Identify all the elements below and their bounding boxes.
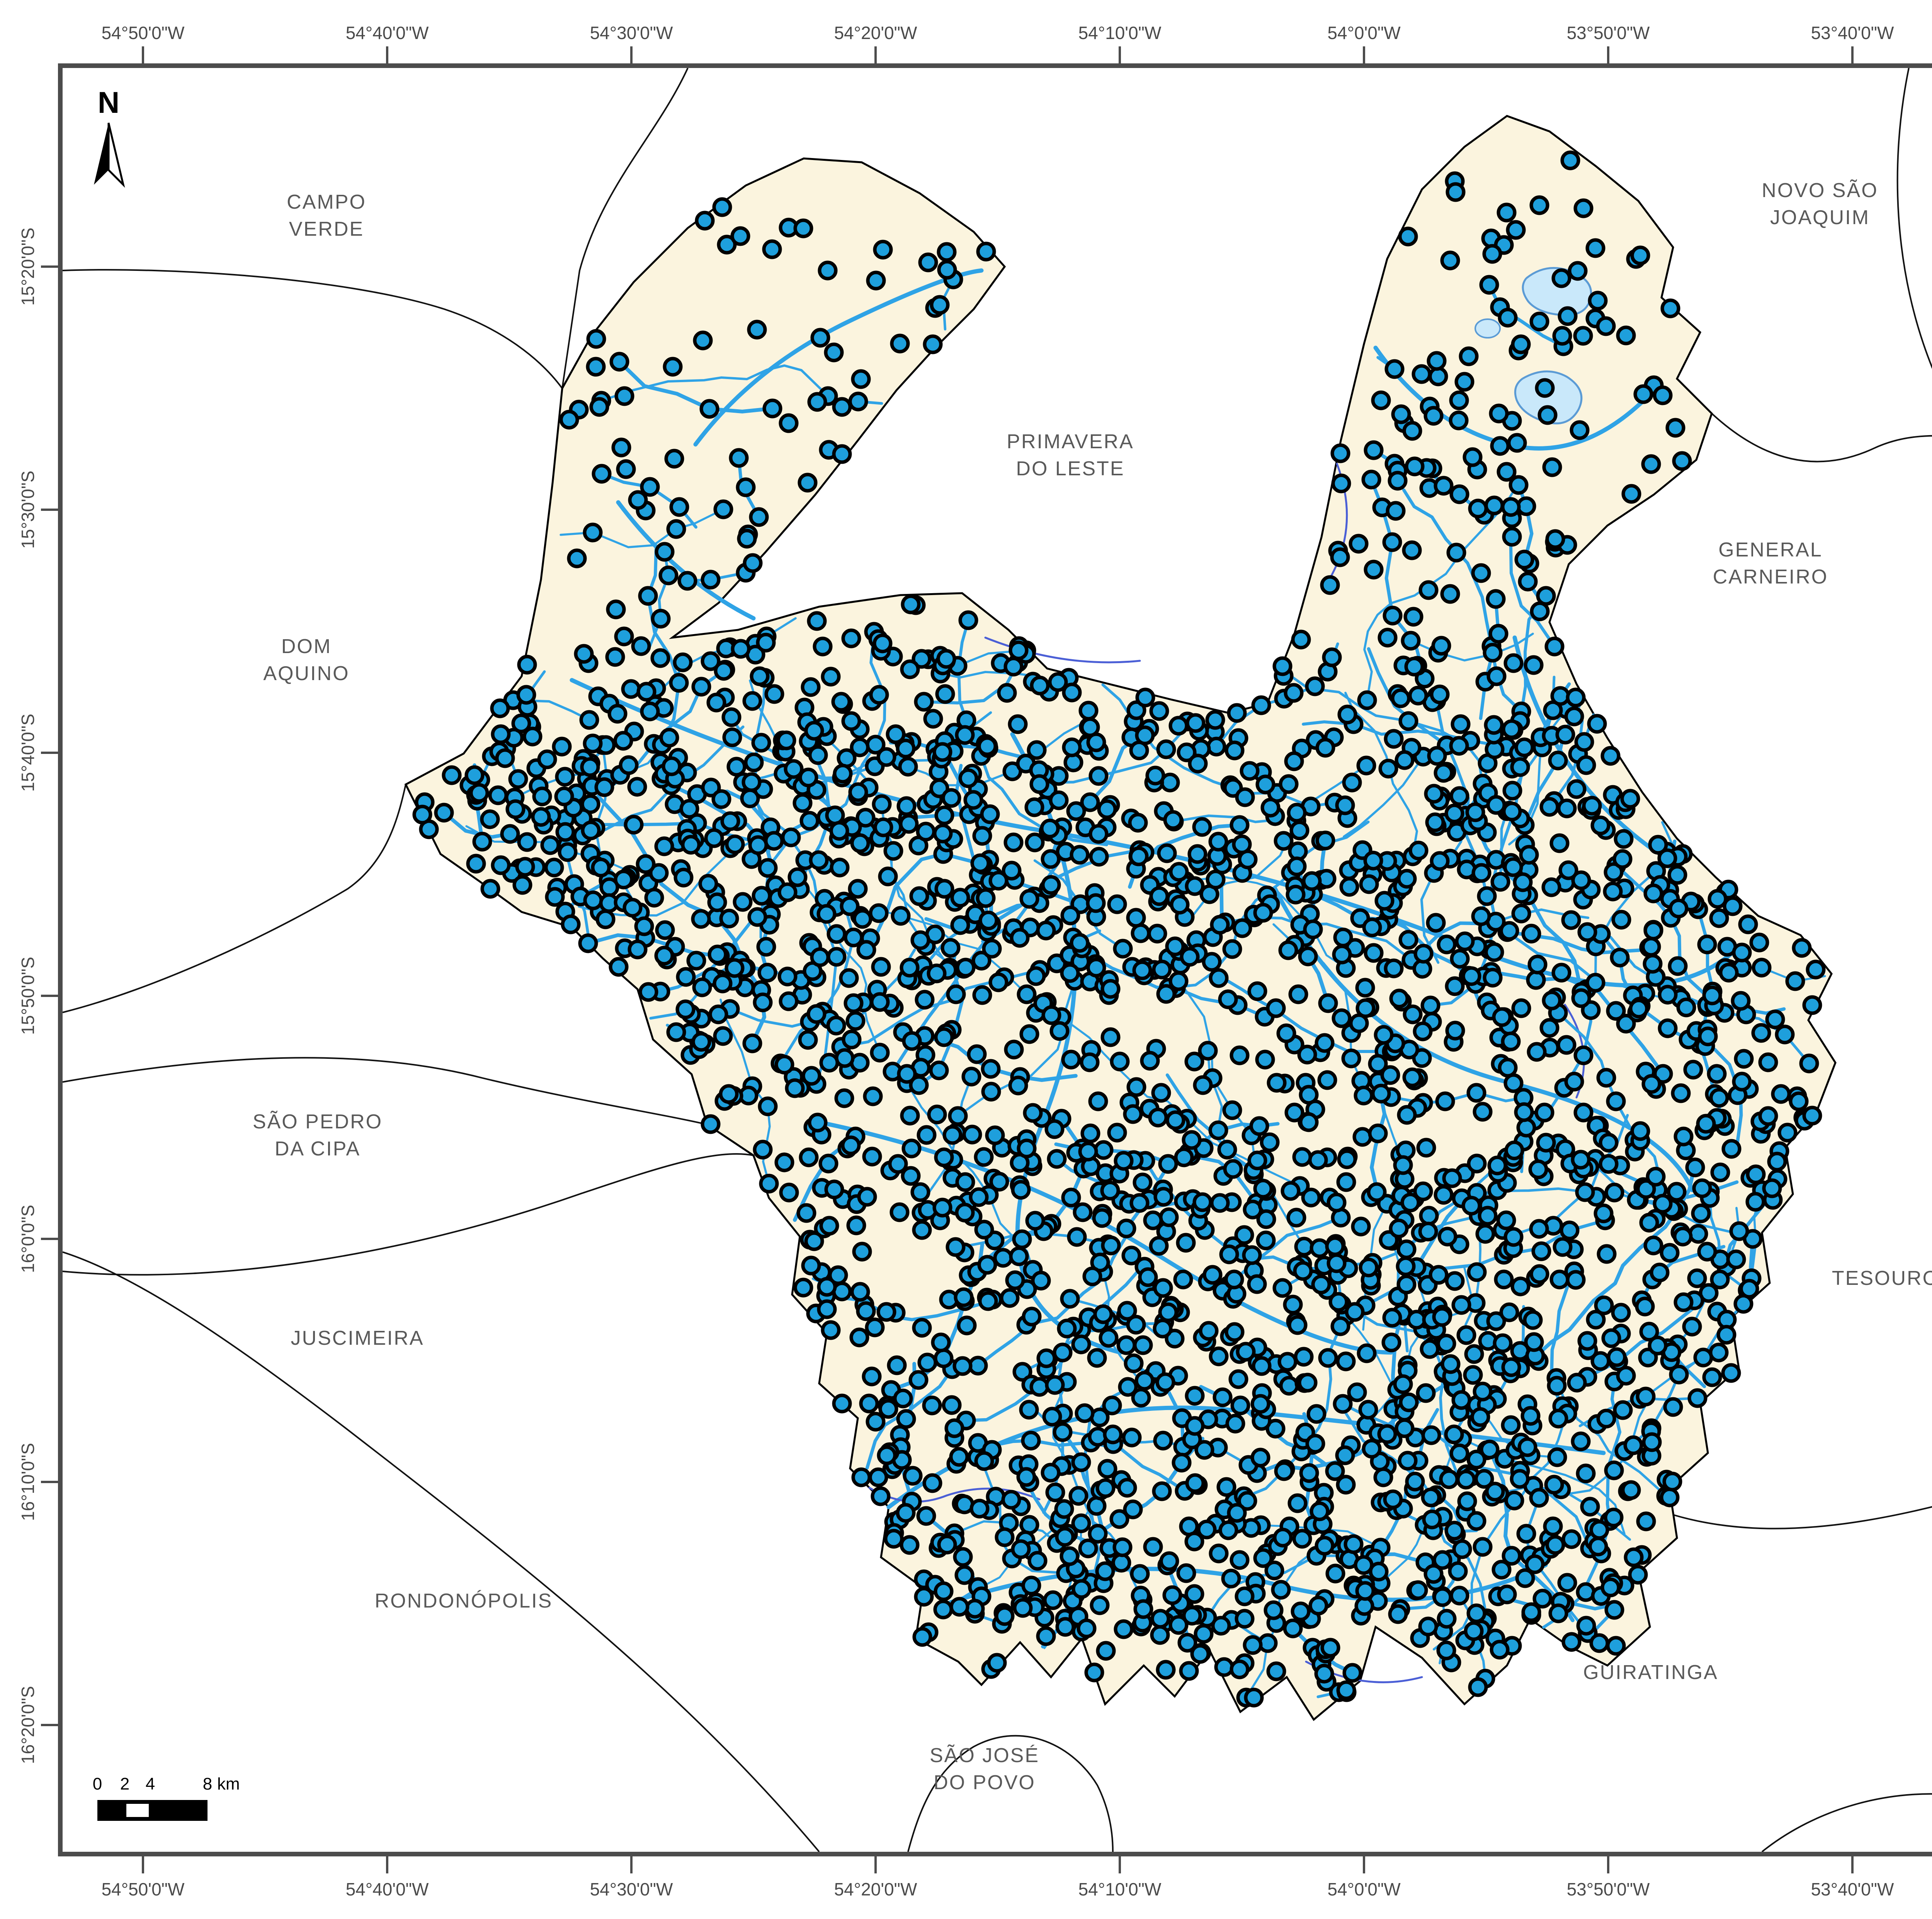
lat-tick [41, 1724, 58, 1726]
north-arrow: N [94, 85, 125, 188]
neighbor-label: DOM AQUINO [263, 635, 349, 685]
lon-tick [874, 1856, 877, 1873]
lon-label: 54°10'0"W [1078, 23, 1162, 43]
map-frame: CAMPO VERDE NOVO SÃO JOAQUIM PRIMAVERA DO LES… [58, 63, 1932, 1856]
lat-tick [41, 509, 58, 511]
lon-tick [1119, 1856, 1121, 1873]
lon-label: 53°50'0"W [1566, 1879, 1650, 1899]
scale-bar-tick-label: 8 [202, 1774, 213, 1793]
lon-tick [1607, 1856, 1609, 1873]
lat-label: 15°40'0"S [18, 713, 38, 792]
scale-bar-unit: km [217, 1774, 240, 1793]
lon-label: 54°40'0"W [345, 23, 429, 43]
lat-tick [41, 1238, 58, 1240]
neighbor-label: CAMPO VERDE [287, 191, 366, 240]
lon-label: 53°40'0"W [1811, 1879, 1894, 1899]
lon-tick [630, 1856, 633, 1873]
lat-label: 15°30'0"S [18, 470, 38, 549]
lon-tick [142, 1856, 144, 1873]
lon-tick [1607, 46, 1609, 63]
neighbor-label: RONDONÓPOLIS [375, 1590, 553, 1612]
lon-tick [1851, 46, 1854, 63]
lon-tick [1851, 1856, 1854, 1873]
scale-bar-tick-label: 2 [120, 1774, 130, 1793]
neighbor-label: PRIMAVERA DO LESTE [1007, 430, 1134, 480]
lat-label: 16°20'0"S [18, 1686, 38, 1764]
lon-label: 53°40'0"W [1811, 23, 1894, 43]
lat-tick [41, 1481, 58, 1483]
neighbor-label: GENERAL CARNEIRO [1713, 539, 1828, 588]
neighbor-boundaries-layer [63, 68, 1932, 1852]
lon-label: 54°20'0"W [834, 23, 917, 43]
lon-tick [142, 46, 144, 63]
lon-tick [1363, 46, 1365, 63]
lon-label: 53°50'0"W [1566, 23, 1650, 43]
nascentes-layer [412, 150, 1826, 1708]
lon-tick [630, 46, 633, 63]
lat-label: 16°10'0"S [18, 1443, 38, 1521]
lon-label: 54°40'0"W [345, 1879, 429, 1899]
lon-tick [1363, 1856, 1365, 1873]
lat-label: 15°20'0"S [18, 227, 38, 306]
svg-text:N: N [98, 85, 119, 119]
neighbor-label: GUIRATINGA [1583, 1661, 1718, 1684]
lon-label: 54°10'0"W [1078, 1879, 1162, 1899]
map-canvas: CAMPO VERDE NOVO SÃO JOAQUIM PRIMAVERA DO LES… [63, 68, 1932, 1852]
lon-tick [386, 1856, 388, 1873]
neighbor-label: NOVO SÃO JOAQUIM [1762, 179, 1878, 229]
lon-tick [386, 46, 388, 63]
lon-label: 54°0'0"W [1327, 1879, 1401, 1899]
lon-label: 54°30'0"W [590, 23, 673, 43]
lat-label: 15°50'0"S [18, 956, 38, 1035]
neighbor-label: JUSCIMEIRA [291, 1327, 424, 1349]
lon-tick [874, 46, 877, 63]
neighbor-label: TESOURO [1832, 1267, 1932, 1290]
lat-label: 16°0'0"S [18, 1204, 38, 1273]
lat-tick [41, 995, 58, 997]
lat-tick [41, 265, 58, 268]
lon-label: 54°50'0"W [101, 23, 185, 43]
lon-label: 54°20'0"W [834, 1879, 917, 1899]
neighbor-label: SÃO PEDRO DA CIPA [253, 1111, 383, 1160]
scale-bar-tick-label: 4 [145, 1774, 155, 1793]
lon-tick [1119, 46, 1121, 63]
neighbor-labels-layer: CAMPO VERDE NOVO SÃO JOAQUIM PRIMAVERA DO LES… [253, 179, 1932, 1794]
neighbor-label: SÃO JOSÉ DO POVO [930, 1744, 1039, 1794]
lon-label: 54°50'0"W [101, 1879, 185, 1899]
lon-label: 54°30'0"W [590, 1879, 673, 1899]
lon-label: 54°0'0"W [1327, 23, 1401, 43]
lat-tick [41, 752, 58, 754]
scale-bar-tick-label: 0 [92, 1774, 102, 1793]
